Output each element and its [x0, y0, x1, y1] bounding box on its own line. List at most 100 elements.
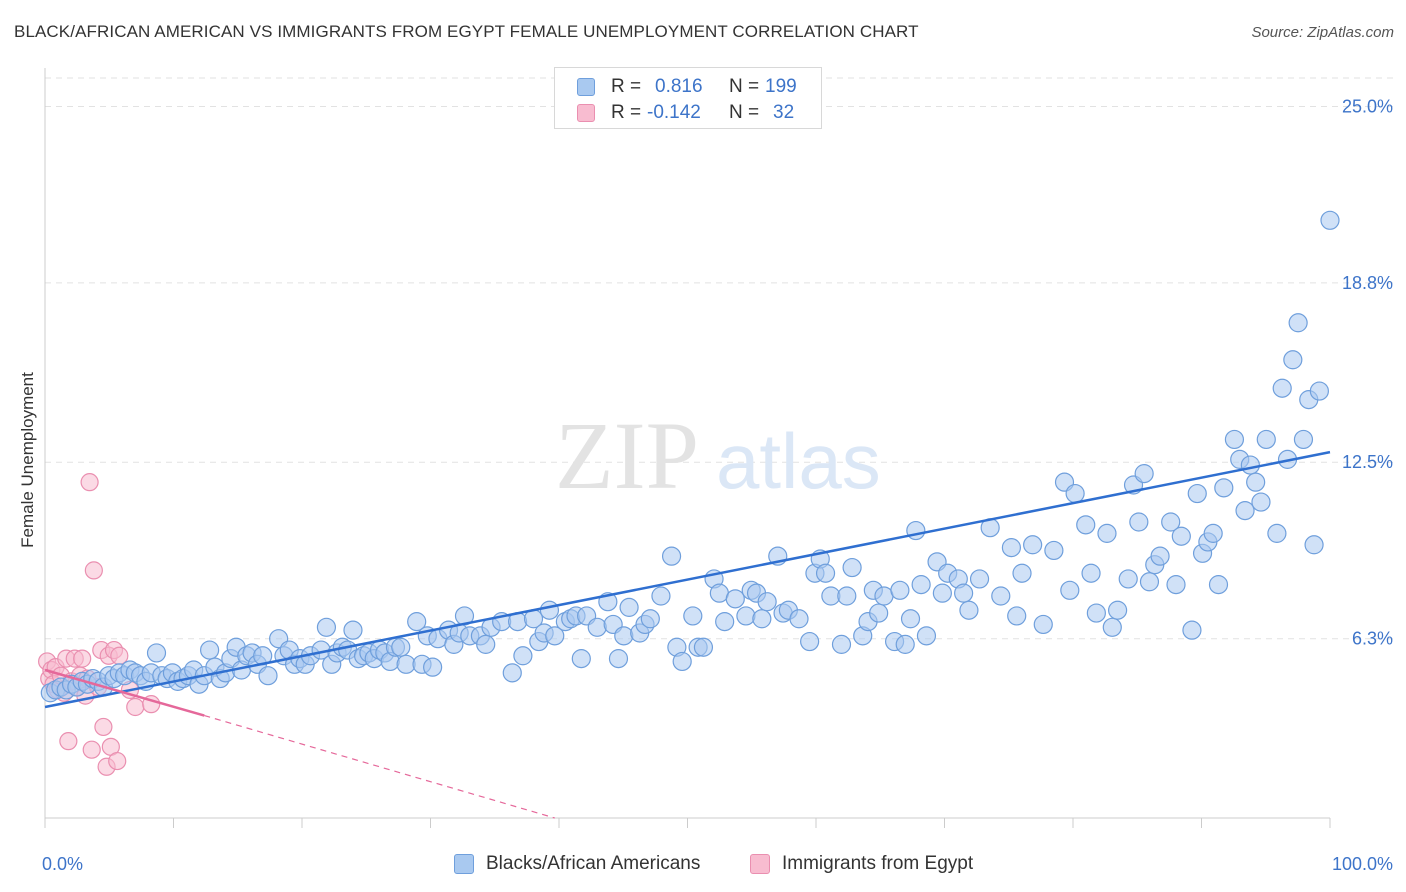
legend-swatch-blue [577, 78, 595, 96]
x-tick-label-min: 0.0% [42, 854, 83, 874]
black-point [1007, 606, 1027, 626]
x-tick-label-max: 100.0% [1332, 854, 1393, 874]
black-point [757, 592, 777, 612]
black-point [1102, 617, 1122, 637]
black-point [1171, 526, 1191, 546]
y-tick-label: 12.5% [1342, 452, 1393, 472]
black-point [715, 612, 735, 632]
black-point [1267, 523, 1287, 543]
black-point [146, 643, 167, 663]
black-point [640, 609, 660, 629]
black-point [821, 586, 841, 606]
black-point [1076, 515, 1096, 535]
black-point [316, 617, 337, 637]
black-point [608, 649, 629, 669]
black-point [513, 646, 533, 666]
chart-title: BLACK/AFRICAN AMERICAN VS IMMIGRANTS FRO… [14, 22, 919, 41]
black-point [906, 520, 926, 541]
black-point [789, 609, 809, 629]
y-axis-label: Female Unemployment [18, 372, 37, 548]
black-point [1150, 546, 1170, 566]
black-point [1320, 210, 1340, 230]
black-point [1240, 455, 1260, 475]
black-point [869, 603, 889, 623]
black-point [1187, 483, 1207, 504]
black-point [959, 600, 979, 620]
trend-lines [44, 450, 1331, 819]
black-point [842, 557, 862, 578]
black-point [800, 631, 820, 652]
black-point [890, 580, 910, 600]
black-point [1118, 569, 1138, 589]
black-point [1288, 313, 1308, 333]
black-point [991, 586, 1011, 606]
black-point [200, 640, 220, 660]
black-point [1246, 472, 1266, 492]
black-point [1044, 540, 1064, 561]
black-point [752, 609, 772, 629]
black-point [683, 606, 703, 626]
black-point [709, 583, 729, 603]
black-point [396, 654, 416, 674]
black-point [1129, 512, 1149, 532]
legend-r-label: R = [611, 102, 642, 123]
source-label: Source: ZipAtlas.com [1251, 24, 1394, 41]
legend-n-label: N = [729, 76, 760, 97]
black-point [1283, 350, 1303, 370]
y-tick-label: 25.0% [1342, 96, 1393, 116]
black-point [837, 586, 857, 606]
black-point [1108, 600, 1128, 620]
black-point [969, 569, 990, 589]
correlation-legend: R = 0.816 N = 199 R = -0.142 N = 32 [554, 67, 822, 129]
black-point [900, 609, 921, 629]
black-point [423, 657, 443, 677]
watermark-zip: ZIP [555, 402, 699, 509]
black-point [1060, 580, 1080, 600]
black-point [391, 637, 411, 657]
black-point [1139, 572, 1160, 592]
black-point [1304, 535, 1324, 555]
black-point [693, 637, 714, 657]
egypt-point [94, 717, 113, 737]
tick-labels: 6.3% 12.5% 18.8% 25.0% 0.0% 100.0% [42, 96, 1393, 874]
black-point [1214, 478, 1234, 498]
black-point [1309, 381, 1329, 401]
black-point [895, 634, 915, 654]
y-tick-label: 18.8% [1342, 273, 1393, 293]
black-point [672, 651, 692, 672]
black-point [1182, 620, 1202, 640]
black-point [1023, 535, 1043, 555]
legend-swatch-pink [577, 104, 595, 122]
black-point [1161, 512, 1181, 532]
egypt-trend-line [44, 668, 205, 717]
egypt-points [38, 473, 161, 776]
watermark-atlas: atlas [716, 417, 881, 505]
black-point [587, 617, 607, 637]
egypt-point [84, 561, 103, 580]
black-point [1001, 538, 1022, 558]
black-point [815, 563, 836, 583]
y-tick-label: 6.3% [1352, 629, 1393, 649]
black-point [954, 583, 974, 603]
black-point [661, 546, 682, 566]
black-point [1224, 429, 1245, 450]
black-point [545, 626, 565, 646]
egypt-point [73, 649, 92, 668]
black-point [614, 626, 634, 646]
legend-label-blacks: Blacks/African Americans [486, 853, 701, 874]
egypt-point [126, 697, 145, 717]
legend-swatch-pink [750, 854, 770, 874]
legend-label-egypt: Immigrants from Egypt [782, 853, 974, 874]
black-point [932, 583, 952, 603]
black-points [40, 210, 1340, 703]
legend-n-value: 199 [765, 76, 797, 97]
black-point [1235, 501, 1255, 521]
black-point [1208, 575, 1229, 595]
black-point [651, 586, 671, 606]
black-point [343, 620, 363, 640]
legend-swatch-blue [454, 854, 474, 874]
black-point [1065, 483, 1085, 504]
black-point [502, 663, 522, 683]
black-point [911, 575, 931, 595]
egypt-point [59, 732, 78, 751]
